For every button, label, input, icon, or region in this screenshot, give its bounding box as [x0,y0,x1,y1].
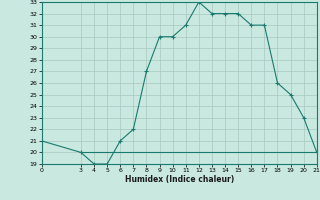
X-axis label: Humidex (Indice chaleur): Humidex (Indice chaleur) [124,175,234,184]
